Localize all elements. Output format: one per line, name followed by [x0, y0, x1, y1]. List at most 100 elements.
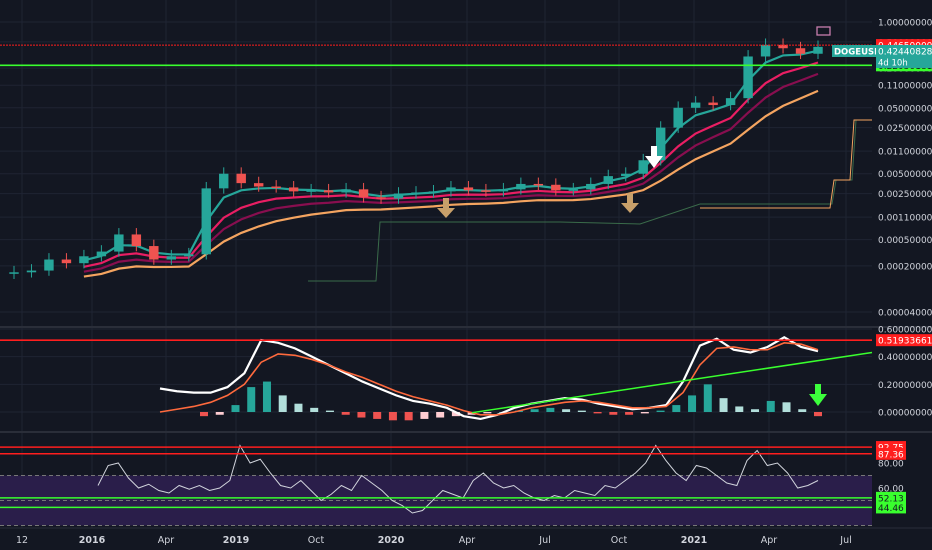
- grid: [0, 0, 872, 528]
- candle-body: [568, 189, 579, 191]
- time-tick-label: Oct: [308, 535, 325, 546]
- rsi-horizontal-lines: [0, 446, 872, 509]
- candle-body: [621, 173, 631, 177]
- candle-body: [253, 183, 264, 187]
- macd-histogram-bar: [247, 387, 256, 412]
- signal-line: [159, 342, 819, 416]
- candle-body: [393, 193, 404, 199]
- macd-histogram-bar: [373, 412, 382, 419]
- candle-body: [481, 190, 491, 192]
- macd-lines: [159, 336, 873, 421]
- time-tick-label: 2019: [223, 535, 249, 546]
- axis-label-text: 87.36: [878, 450, 904, 460]
- macd-histogram-bar: [200, 412, 208, 417]
- candle-body: [813, 46, 823, 54]
- candle-body: [673, 107, 683, 128]
- stop-line-orange: [700, 119, 872, 209]
- axis-label-bg: [876, 501, 906, 514]
- rsi-level-label: 52.13: [876, 491, 906, 504]
- price-tick-label: 0.00004000: [878, 309, 932, 319]
- macd-histogram-bar: [231, 405, 240, 412]
- price-tick-label: 0.11000000: [878, 82, 932, 92]
- macd-histogram-bar: [388, 412, 397, 421]
- candle-body: [655, 127, 666, 161]
- time-tick-label: Jul: [839, 535, 851, 546]
- macd-histogram-bar: [310, 407, 319, 412]
- candle-body: [44, 259, 54, 271]
- candle-body: [743, 56, 753, 99]
- macd-histogram-bar: [215, 412, 224, 415]
- candle-body: [149, 246, 159, 260]
- macd-histogram-bar: [814, 412, 822, 417]
- candle-body: [306, 190, 316, 192]
- candle-body: [323, 190, 334, 193]
- rsi-line: [97, 444, 819, 514]
- macd-histogram-bar: [798, 409, 807, 412]
- candle-body: [725, 98, 736, 106]
- macd-histogram-bar: [782, 402, 791, 412]
- macd-histogram-bar: [278, 395, 287, 412]
- axis-price-labels: 0.446500000.22050181DOGEUSD0.424408284d …: [832, 39, 932, 514]
- price-horizontal-lines: [0, 44, 872, 67]
- axis-label-text: 52.13: [878, 494, 904, 504]
- macd-histogram-bar: [672, 405, 681, 412]
- candle-body: [271, 186, 281, 189]
- candle-body: [760, 44, 771, 57]
- rsi-band: [0, 475, 872, 526]
- macd-histogram-bar: [404, 412, 413, 421]
- price-tick-label: 0.00020000: [878, 262, 932, 272]
- candles: [9, 38, 823, 279]
- rsi-y-axis[interactable]: 80.00 60.00: [878, 460, 904, 495]
- arrow-down-icon: [437, 198, 455, 218]
- macd-histogram-bar: [719, 398, 728, 412]
- macd-histogram-bar: [577, 410, 586, 412]
- time-tick-label: 2016: [79, 535, 106, 546]
- macd-histogram-bar: [688, 395, 697, 412]
- candle-body: [708, 102, 718, 106]
- candle-body: [184, 254, 194, 257]
- price-panel[interactable]: [0, 38, 872, 282]
- candle-body: [463, 187, 474, 191]
- time-tick-label: Apr: [761, 535, 778, 546]
- candle-body: [446, 187, 456, 192]
- macd-tick-label: 0.00000000: [878, 409, 932, 419]
- macd-histogram-bar: [766, 400, 775, 412]
- macd-histogram-bar: [562, 409, 571, 412]
- price-tick-label: 0.00250000: [878, 190, 932, 200]
- price-tick-label: 1.00000000: [878, 19, 932, 29]
- candle-body: [533, 183, 544, 186]
- price-tick-label: 0.01100000: [878, 148, 932, 158]
- time-tick-label: Apr: [158, 535, 175, 546]
- time-axis[interactable]: 12 2016 Apr 2019 Oct 2020 Apr Jul Oct 2021 Apr Jul: [16, 535, 852, 546]
- macd-histogram: [200, 381, 822, 421]
- macd-level-label: 0.51933661: [876, 334, 932, 347]
- time-tick-label: Oct: [611, 535, 628, 546]
- candle-body: [516, 183, 526, 190]
- rsi-tick-label: 60.00: [878, 485, 904, 495]
- macd-histogram-bar: [625, 412, 634, 415]
- candle-body: [61, 259, 72, 264]
- axis-label-bg: [876, 334, 932, 347]
- rsi-panel[interactable]: [0, 444, 872, 526]
- arrow-down-icon: [809, 384, 827, 406]
- macd-y-axis[interactable]: 0.60000000 0.40000000 0.20000000 0.00000000: [878, 326, 932, 419]
- rsi-level-label: 87.36: [876, 447, 906, 460]
- candle-body: [376, 197, 386, 199]
- macd-histogram-bar: [735, 406, 744, 412]
- candle-body: [411, 192, 421, 194]
- candle-body: [428, 191, 439, 193]
- macd-panel[interactable]: [0, 336, 873, 421]
- candle-body: [131, 234, 142, 247]
- stop-line-green: [308, 119, 872, 282]
- candle-body: [341, 189, 351, 193]
- time-tick-label: 2021: [681, 535, 707, 546]
- axis-label-bg: [876, 491, 906, 504]
- candle-body: [690, 102, 701, 108]
- macd-histogram-bar: [640, 412, 649, 414]
- macd-histogram-bar: [656, 410, 665, 412]
- candle-body: [236, 173, 246, 184]
- macd-histogram-bar: [703, 384, 712, 412]
- candle-body: [551, 184, 561, 191]
- macd-tick-label: 0.40000000: [878, 353, 932, 363]
